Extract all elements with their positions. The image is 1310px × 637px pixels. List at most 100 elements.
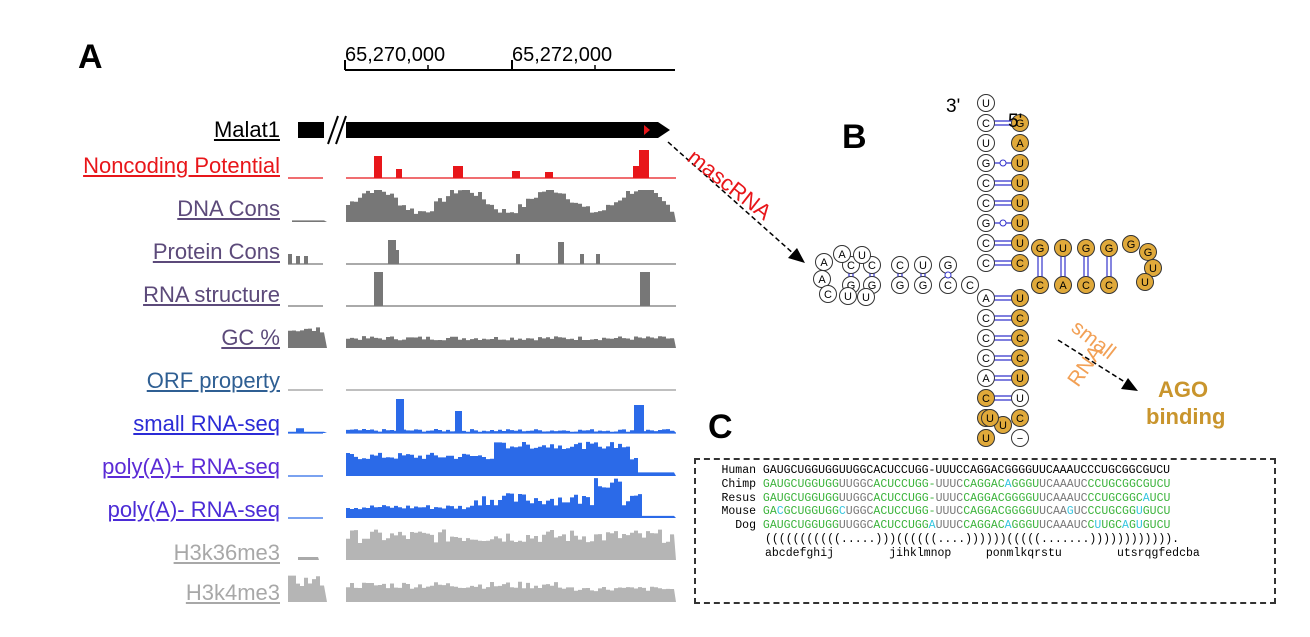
nucleotide-letter: U [999, 420, 1007, 432]
noncoding-bar [639, 150, 649, 178]
h3k36-left [298, 557, 319, 560]
nucleotide [1100, 239, 1118, 257]
five-prime-label: 5' [1008, 111, 1022, 132]
nucleotide-letter: C [1016, 258, 1024, 270]
nucleotide [977, 289, 995, 307]
nucleotide [1011, 134, 1029, 152]
protcons-bar [296, 256, 300, 264]
gc-main [346, 336, 676, 348]
nucleotide-letter: C [1036, 280, 1044, 292]
protcons-bar [388, 240, 396, 264]
smallrna-peak [455, 411, 462, 433]
nucleotide [1031, 276, 1049, 294]
nucleotide-letter: G [1127, 239, 1136, 251]
smallrna-peak [396, 399, 404, 433]
track-label-rnastruct: RNA structure [143, 282, 280, 307]
nucleotide [1011, 349, 1029, 367]
loop-nucleotide [1144, 259, 1162, 277]
species-label: Dog [735, 519, 756, 533]
nucleotide [981, 409, 999, 427]
nucleotide-letter: G [1082, 243, 1091, 255]
malat1-gene-model [298, 115, 670, 145]
nucleotide-letter: G [1144, 247, 1153, 259]
nucleotide-letter: A [1059, 280, 1067, 292]
nucleotide [1011, 174, 1029, 192]
nucleotide [977, 134, 995, 152]
nucleotide-letter: A [820, 257, 828, 269]
dnacons-left [288, 220, 327, 222]
nucleotide-letter: U [986, 413, 994, 425]
smallrna-peak [634, 405, 644, 433]
nucleotide [1011, 234, 1029, 252]
sequence: GAUGCUGGUGGUUGGCACUCCUGGAUUUCCAGGACAGGGU… [762, 519, 1171, 533]
protcons-bar [396, 250, 399, 264]
protcons-bar [580, 254, 584, 264]
track-label-h3k4: H3k4me3 [185, 580, 280, 605]
nucleotide [1011, 254, 1029, 272]
nucleotide [1011, 429, 1029, 447]
nucleotide-letter: U [1016, 198, 1024, 210]
nucleotide [1011, 289, 1029, 307]
protcons-bar [304, 256, 308, 264]
noncoding-bar [512, 171, 520, 178]
dotbracket-row: (((((((((((.....)))((((((....))))))(((((… [765, 533, 1180, 546]
nucleotide [1011, 194, 1029, 212]
mascrna-arrow [667, 141, 805, 263]
species-label: Human [721, 464, 756, 477]
nucleotide-letter: A [838, 249, 846, 261]
nucleotide [1077, 276, 1095, 294]
sequence: GAUGCUGGUGGUUGGCACUCCUGG-UUUCCAGGACGGGGU… [762, 464, 1171, 477]
signal-tracks [288, 150, 676, 602]
nucleotide-letter: C [982, 198, 990, 210]
nucleotide [1077, 239, 1095, 257]
nucleotide-letter: U [858, 250, 866, 262]
species-label: Mouse [721, 505, 756, 519]
loop-nucleotide [833, 245, 851, 263]
nucleotide-letter: C [1016, 413, 1024, 425]
nucleotide [977, 389, 995, 407]
protcons-bar [596, 254, 600, 264]
nucleotide-letter: A [1016, 138, 1024, 150]
track-label-polyaplus: poly(A)+ RNA-seq [102, 454, 280, 479]
noncoding-bar [545, 172, 553, 178]
nucleotide [977, 254, 995, 272]
protcons-bar [558, 242, 564, 264]
nucleotide-letter: G [847, 280, 856, 292]
nucleotide [1011, 114, 1029, 132]
noncoding-bar [453, 166, 463, 178]
nucleotide-letter: A [982, 373, 990, 385]
nucleotide [1011, 369, 1029, 387]
nucleotide-letter: C [944, 280, 952, 292]
nucleotide-letter: U [1016, 373, 1024, 385]
nucleotide-letter: U [1016, 178, 1024, 190]
nucleotide-letter: C [868, 260, 876, 272]
nucleotide-letter: C [1016, 353, 1024, 365]
smallrna-main [346, 429, 676, 433]
nucleotide-letter: − [1017, 433, 1023, 445]
dnacons-main [346, 190, 676, 222]
nucleotide-letter: U [1016, 293, 1024, 305]
noncoding-bar [374, 156, 382, 178]
nucleotide-letter: C [982, 313, 990, 325]
track-label-gc: GC % [221, 325, 280, 350]
nucleotide-letter: U [982, 98, 990, 110]
sequence: GAUGCUGGUGGUUGGCACUCCUGG-UUUCCAGGACGGGGU… [762, 491, 1171, 505]
nucleotide-letter: C [982, 238, 990, 250]
wobble-pair [999, 219, 1007, 227]
nucleotide-letter: C [1105, 280, 1113, 292]
loop-nucleotide [853, 246, 871, 264]
nucleotide-letter: U [1059, 243, 1067, 255]
nucleotide [891, 276, 909, 294]
alignment-row: Chimp GAUGCUGGUGGUUGGCACUCCUGG-UUUCCAGGA… [700, 478, 1170, 492]
mascrna-label: mascRNA [683, 144, 777, 225]
track-label-smallrna: small RNA-seq [133, 411, 280, 436]
sequence: GAUGCUGGUGGUUGGCACUCCUGG-UUUCCAGGACAGGGU… [762, 477, 1171, 491]
nucleotide-letter: U [1016, 393, 1024, 405]
nucleotide-letter: G [982, 158, 991, 170]
nucleotide-letter: G [868, 280, 877, 292]
loop-nucleotide [1139, 243, 1157, 261]
alignment-row: Mouse GACGCUGGUGGCUGGCACUCCUGG-UUUCCAGGA… [700, 505, 1170, 519]
h3k4-left [288, 575, 327, 602]
